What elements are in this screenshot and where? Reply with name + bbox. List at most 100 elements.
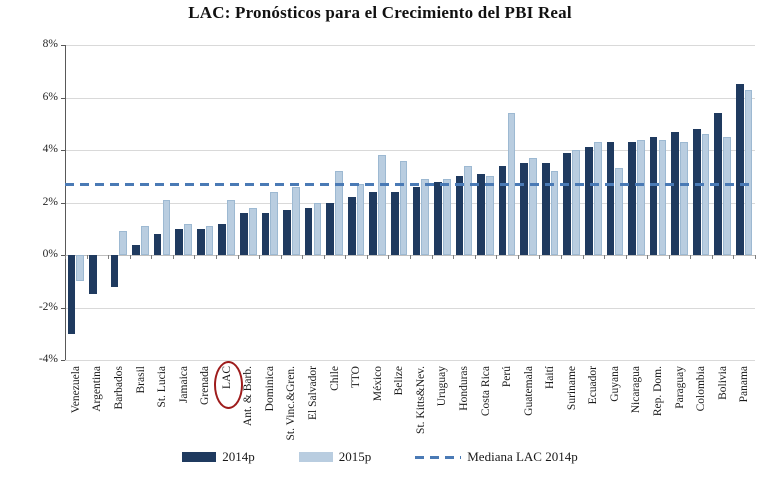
bar-2014p-el-salvador [304, 207, 313, 256]
category-axis-tick [582, 255, 584, 259]
bar-2014p-nicaragua [628, 142, 636, 255]
gridline-4 [65, 150, 755, 151]
bar-2015p-el-salvador [313, 202, 322, 255]
bar-2014p-m-xico [369, 192, 378, 255]
bar-2014p-ant-barb [240, 213, 248, 255]
x-axis-label-nicaragua: Nicaragua [630, 366, 643, 414]
category-axis-tick [431, 255, 433, 259]
bar-2015p-colombia [701, 134, 710, 255]
category-axis-tick [366, 255, 368, 259]
x-axis-label-paraguay: Paraguay [673, 366, 686, 409]
y-axis-tick [61, 97, 65, 99]
x-axis-label-m-xico: México [371, 366, 384, 402]
bar-2015p-bolivia [723, 136, 731, 255]
bar-2014p-guatemala [520, 163, 529, 255]
bar-2015p-jamaica [184, 223, 192, 255]
bar-2015p-panama [744, 89, 753, 255]
category-axis-tick [172, 255, 174, 259]
bar-2014p-colombia [692, 129, 701, 255]
median-line [65, 183, 755, 187]
bar-2014p-barbados [110, 255, 119, 287]
y-axis-tick-label: 2% [42, 195, 58, 208]
category-axis-tick [151, 255, 153, 259]
lac-highlight-ellipse [213, 361, 243, 409]
bar-2015p-guatemala [529, 157, 537, 255]
bar-2015p-uruguay [442, 178, 451, 255]
category-axis-tick [453, 255, 455, 259]
category-axis-tick [129, 255, 131, 259]
x-axis-label-st-kitts-nev: St. Kitts&Nev. [414, 366, 427, 434]
bar-2014p-dominica [261, 213, 270, 255]
x-axis-label-jamaica: Jamaica [177, 366, 190, 404]
x-axis-label-argentina: Argentina [91, 366, 104, 412]
bar-2014p-paraguay [671, 131, 679, 255]
y-axis-tick [61, 360, 65, 361]
category-axis-tick [647, 255, 649, 259]
y-axis-tick [61, 150, 65, 151]
bar-2015p-ant-barb [248, 207, 257, 256]
legend-item-median: Mediana LAC 2014p [415, 449, 578, 465]
bar-2014p-st-kitts-nev [412, 186, 421, 256]
bar-2014p-st-vinc-gren [283, 210, 291, 255]
bar-2014p-chile [326, 202, 334, 255]
x-axis-label-dominica: Dominica [263, 366, 276, 412]
x-axis-label-st-lucia: St. Lucia [156, 366, 168, 408]
bar-2015p-lac [227, 199, 235, 255]
x-axis-label-ecuador: Ecuador [587, 366, 600, 405]
category-axis-tick [733, 255, 735, 259]
x-axis-label-colombia: Colombia [695, 366, 708, 412]
chart-legend: 2014p 2015p Mediana LAC 2014p [0, 449, 760, 465]
bar-2015p-st-kitts-nev [421, 178, 430, 255]
category-axis-tick [755, 255, 756, 259]
bar-2014p-argentina [89, 255, 97, 295]
bar-2014p-ecuador [585, 147, 593, 255]
legend-item-2015p: 2015p [298, 449, 371, 465]
x-axis-label-guyana: Guyana [608, 366, 621, 402]
x-axis-label-suriname: Suriname [565, 366, 578, 411]
y-axis-tick-label: 8% [42, 38, 58, 50]
chart-title: LAC: Pronósticos para el Crecimiento del… [188, 3, 572, 22]
legend-swatch-2015p [298, 452, 333, 462]
category-axis-tick [668, 255, 670, 259]
bar-2014p-brasil [132, 244, 140, 255]
x-axis-label-grenada: Grenada [199, 366, 212, 405]
bar-2015p-suriname [572, 150, 580, 255]
legend-label-median: Mediana LAC 2014p [467, 449, 578, 464]
category-axis-tick [86, 255, 88, 259]
x-axis-label-costa-rica: Costa Rica [479, 366, 492, 417]
bar-2015p-tto [356, 184, 365, 255]
x-axis-label-belize: Belize [393, 366, 406, 396]
x-axis-label-panama: Panama [738, 366, 751, 403]
y-axis-tick-label: -4% [38, 353, 58, 365]
bar-2015p-rep-dom [658, 139, 667, 255]
category-axis-tick [690, 255, 692, 259]
x-axis-label-el-salvador: El Salvador [307, 366, 319, 420]
bar-2014p-rep-dom [649, 136, 658, 255]
category-axis-tick [517, 255, 519, 259]
category-axis-tick [345, 255, 347, 259]
bar-2015p-chile [335, 171, 343, 255]
bar-2015p-venezuela [76, 255, 85, 282]
legend-swatch-2014p [182, 452, 217, 462]
y-axis-tick [61, 307, 65, 309]
y-axis-tick-label: -2% [38, 300, 58, 313]
category-axis-tick [410, 255, 411, 259]
bar-2015p-st-lucia [162, 199, 171, 255]
gridline--2 [65, 307, 755, 309]
bar-2015p-paraguay [680, 142, 688, 255]
category-axis-tick [302, 255, 304, 259]
x-axis-label-venezuela: Venezuela [69, 366, 82, 414]
gridline-2 [65, 202, 755, 204]
bar-2015p-belize [399, 160, 408, 255]
bar-2014p-panama [735, 84, 744, 255]
category-axis-tick [194, 255, 196, 259]
x-axis-label-st-vinc-gren: St. Vinc.&Gren. [285, 366, 298, 441]
gridline--4 [65, 360, 755, 361]
category-axis-tick [539, 255, 541, 259]
bar-2014p-jamaica [175, 228, 184, 256]
y-axis-tick-label: 6% [42, 90, 58, 103]
bar-2014p-hait [541, 163, 550, 255]
bar-2015p-grenada [205, 226, 214, 255]
bar-2014p-honduras [455, 176, 464, 256]
